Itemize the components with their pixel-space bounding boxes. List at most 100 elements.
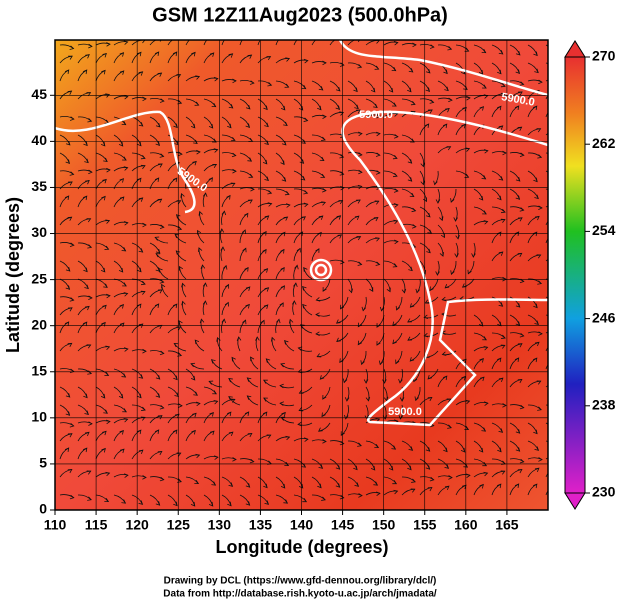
streamline-arrow: [393, 489, 399, 495]
streamline-arrow: [121, 499, 127, 504]
colorbar-tick-label: 246: [592, 309, 616, 325]
streamline-arrow: [517, 343, 523, 348]
streamline-arrow: [155, 253, 161, 258]
streamline-arrow: [279, 401, 284, 406]
streamline-arrow: [123, 166, 129, 171]
streamline-arrow: [466, 473, 471, 478]
streamline-arrow: [245, 286, 251, 291]
y-tick-label: 15: [31, 362, 47, 378]
streamline-arrow: [426, 248, 431, 254]
streamline-arrow: [315, 331, 320, 337]
streamline-arrow: [357, 261, 363, 266]
streamline-arrow: [280, 285, 286, 290]
streamline-arrow: [181, 282, 186, 288]
streamline-arrow: [155, 501, 161, 506]
streamline-arrow: [262, 411, 268, 417]
streamline-arrow: [370, 87, 376, 93]
streamline-arrow: [514, 231, 520, 237]
streamline-arrow: [281, 34, 285, 38]
streamline-arrow: [159, 98, 165, 103]
streamline: [545, 331, 548, 334]
streamline: [545, 472, 548, 478]
streamline-arrow: [412, 224, 417, 229]
streamline-arrow: [382, 379, 387, 384]
streamline-arrow: [321, 412, 326, 418]
streamline-arrow: [534, 467, 540, 473]
streamline-arrow: [264, 287, 270, 292]
streamline-arrow: [123, 221, 129, 226]
streamline-arrow: [140, 164, 146, 170]
streamline-arrow: [87, 244, 93, 249]
streamline-arrow: [219, 228, 225, 233]
streamline-arrow: [85, 54, 90, 59]
streamline-arrow: [284, 83, 290, 88]
streamline-arrow: [228, 396, 233, 401]
x-tick-label: 120: [125, 517, 149, 533]
streamline-arrow: [429, 476, 435, 482]
streamline-arrow: [211, 103, 217, 108]
streamline-arrow: [556, 330, 560, 334]
streamline-arrow: [119, 52, 125, 57]
streamline-arrow: [265, 358, 271, 363]
streamline-arrow: [263, 34, 267, 38]
streamline-arrow: [121, 373, 127, 378]
streamline-arrow: [378, 360, 384, 366]
streamline-arrow: [425, 465, 431, 470]
streamline-arrow: [552, 341, 556, 345]
colorbar-cap: [564, 492, 586, 510]
streamline-arrow: [69, 171, 75, 176]
streamline-arrow: [483, 346, 489, 351]
streamline-arrow: [354, 104, 359, 110]
streamline: [545, 62, 548, 65]
streamline-arrow: [365, 396, 371, 402]
streamline-arrow: [285, 203, 291, 208]
streamline-arrow: [298, 231, 304, 237]
streamline-arrow: [248, 173, 254, 178]
y-tick-label: 45: [31, 86, 47, 102]
streamline-arrow: [514, 357, 520, 363]
streamline-arrow: [224, 301, 229, 307]
streamline-arrow: [410, 101, 416, 106]
streamline-arrow: [318, 215, 324, 220]
streamline-arrow: [515, 177, 521, 182]
streamline: [545, 364, 548, 370]
streamline-arrow: [552, 359, 556, 363]
streamline-arrow: [376, 491, 381, 496]
streamline-arrow: [266, 56, 272, 61]
streamline-arrow: [105, 345, 111, 351]
streamline-arrow: [483, 471, 489, 477]
y-tick-label: 0: [39, 501, 47, 517]
streamline-arrow: [175, 214, 181, 219]
streamline-arrow: [370, 465, 376, 471]
streamline-arrow: [478, 447, 484, 453]
streamline-arrow: [303, 117, 309, 122]
streamline-arrow: [227, 501, 232, 507]
streamline-arrow: [420, 180, 425, 186]
streamline-arrow: [429, 286, 434, 292]
colorbar-tick-label: 254: [592, 222, 616, 238]
streamline-arrow: [538, 79, 543, 85]
streamline-arrow: [177, 352, 183, 357]
streamline-arrow: [537, 154, 543, 159]
streamline-arrow: [446, 146, 452, 151]
streamline-arrow: [192, 160, 197, 166]
streamline-arrow: [444, 86, 449, 92]
streamline-arrow: [519, 207, 525, 212]
streamline-arrow: [398, 378, 403, 384]
streamline-arrow: [298, 105, 304, 111]
streamline-arrow: [138, 323, 144, 328]
streamline-arrow: [199, 318, 205, 324]
streamline-arrow: [140, 290, 146, 295]
streamline-arrow: [298, 483, 304, 489]
streamline-arrow: [124, 473, 129, 478]
streamline-arrow: [67, 433, 73, 438]
streamline: [239, 40, 243, 46]
streamline-arrow: [422, 197, 427, 203]
streamline-arrow: [321, 496, 326, 501]
streamline: [545, 111, 548, 118]
streamline-arrow: [185, 174, 191, 180]
streamline-arrow: [180, 192, 185, 198]
streamline-arrow: [121, 121, 127, 126]
streamline-arrow: [496, 483, 502, 489]
streamline-arrow: [154, 236, 160, 241]
